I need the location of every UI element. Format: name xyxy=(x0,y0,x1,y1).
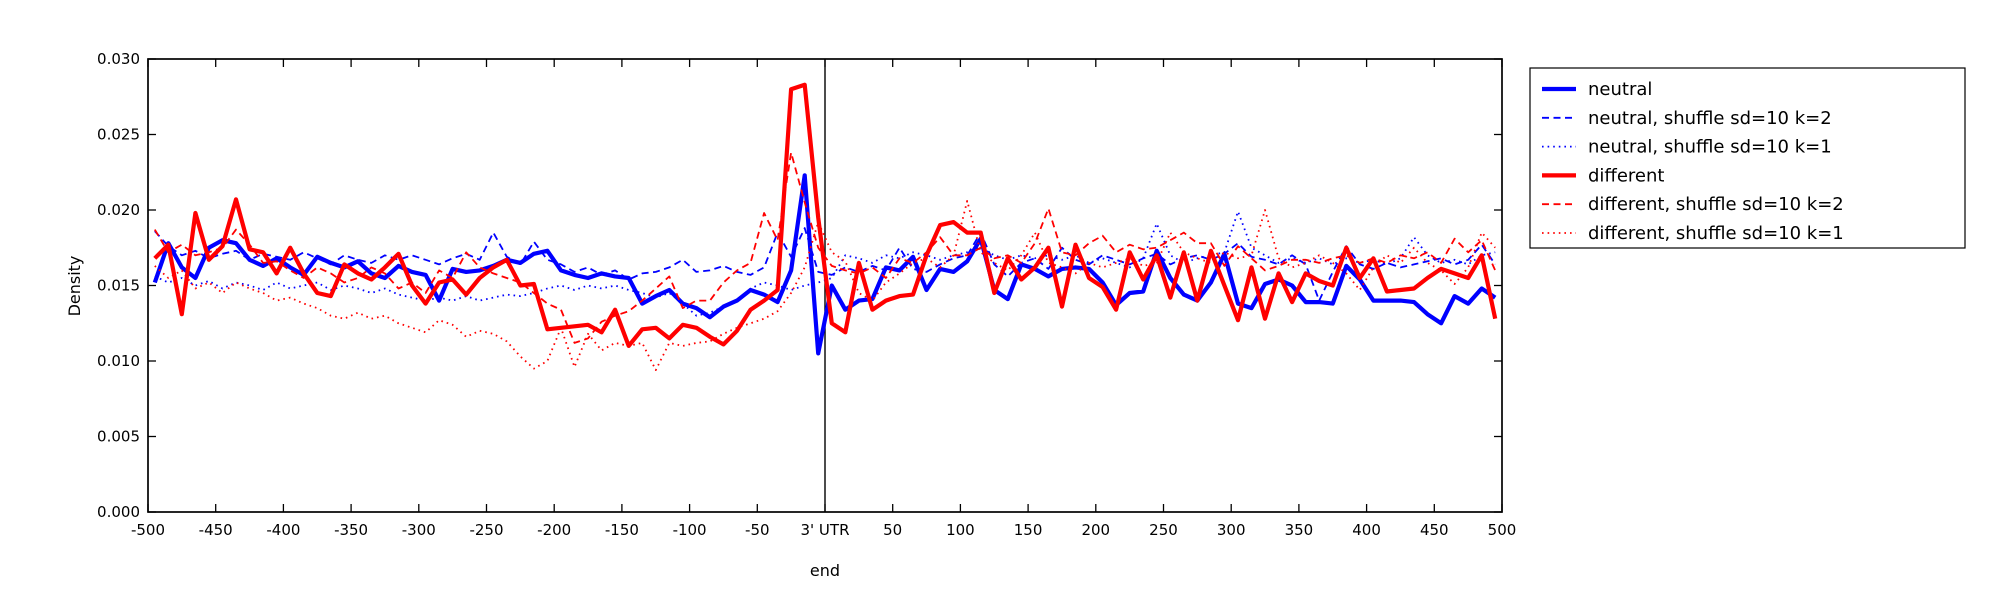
y-tick-label: 0.025 xyxy=(97,126,140,144)
x-tick-label: -500 xyxy=(131,521,165,539)
x-tick-label: 250 xyxy=(1149,521,1178,539)
legend-label: different, shuffle sd=10 k=2 xyxy=(1588,194,1844,215)
x-tick-label: 500 xyxy=(1488,521,1517,539)
x-tick-label: 300 xyxy=(1217,521,1246,539)
x-tick-label: -50 xyxy=(745,521,770,539)
x-tick-label: 3' UTR xyxy=(801,521,850,539)
y-tick-label: 0.005 xyxy=(97,428,140,446)
series-line-different-shuffle-k1 xyxy=(154,200,1496,371)
series-line-neutral-shuffle-k2 xyxy=(154,227,1496,302)
x-tick-label: 50 xyxy=(883,521,902,539)
legend-label: neutral, shuffle sd=10 k=2 xyxy=(1588,108,1832,129)
legend-label: neutral xyxy=(1588,79,1652,100)
y-tick-label: 0.010 xyxy=(97,352,140,370)
x-tick-label: 350 xyxy=(1285,521,1314,539)
y-axis-label: Density xyxy=(65,256,84,317)
x-tick-label: 450 xyxy=(1420,521,1449,539)
x-tick-label: 100 xyxy=(946,521,975,539)
x-tick-label: 150 xyxy=(1014,521,1043,539)
legend-entry-neutral: neutral xyxy=(1542,79,1652,100)
x-tick-label: -400 xyxy=(266,521,300,539)
x-tick-label: -250 xyxy=(469,521,503,539)
x-tick-label: -300 xyxy=(402,521,436,539)
legend-entry-neutral-shuffle-k2: neutral, shuffle sd=10 k=2 xyxy=(1542,108,1832,129)
x-tick-label: -150 xyxy=(605,521,639,539)
y-tick-label: 0.015 xyxy=(97,277,140,295)
legend-entry-different-shuffle-k2: different, shuffle sd=10 k=2 xyxy=(1542,194,1844,215)
x-tick-label: -450 xyxy=(199,521,233,539)
legend-box xyxy=(1529,67,1966,249)
legend-entry-neutral-shuffle-k1: neutral, shuffle sd=10 k=1 xyxy=(1542,137,1832,158)
legend-label: different, shuffle sd=10 k=1 xyxy=(1588,223,1844,244)
x-tick-label: -200 xyxy=(537,521,571,539)
x-tick-label: -100 xyxy=(673,521,707,539)
x-tick-label: 200 xyxy=(1081,521,1110,539)
y-tick-label: 0.030 xyxy=(97,50,140,68)
y-tick-label: 0.000 xyxy=(97,503,140,521)
series-line-different-shuffle-k2 xyxy=(154,151,1497,344)
x-tick-label: 400 xyxy=(1352,521,1381,539)
legend-entry-different: different xyxy=(1542,165,1664,186)
series-line-different xyxy=(153,82,1498,348)
y-tick-label: 0.020 xyxy=(97,201,140,219)
legend-label: different xyxy=(1588,165,1664,186)
x-tick-label: -350 xyxy=(334,521,368,539)
x-axis-label: end xyxy=(810,561,840,580)
legend: neutral neutral, shuffle sd=10 k=2 neutral… xyxy=(1529,67,1966,249)
legend-entry-different-shuffle-k1: different, shuffle sd=10 k=1 xyxy=(1542,223,1844,244)
legend-label: neutral, shuffle sd=10 k=1 xyxy=(1588,137,1832,158)
